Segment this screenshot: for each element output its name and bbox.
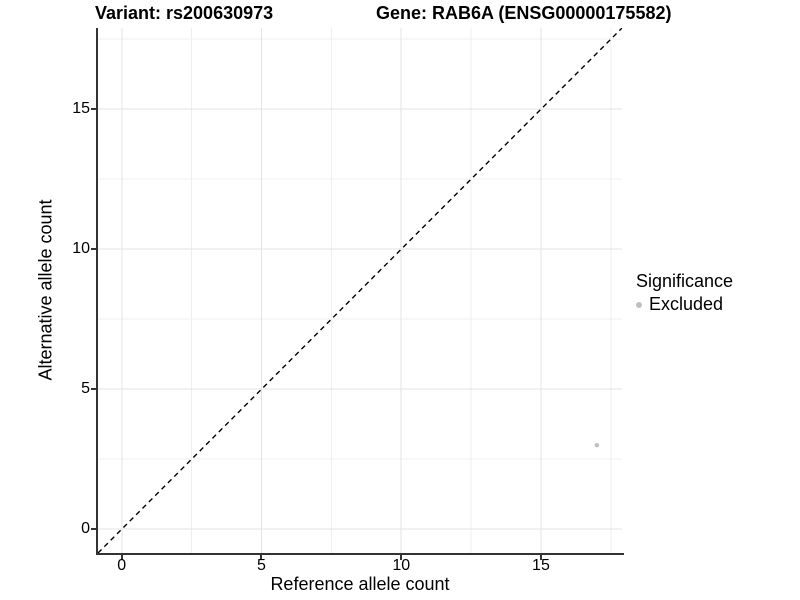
y-tick-label: 15	[72, 100, 90, 118]
x-tick-label: 10	[392, 557, 411, 574]
x-tick-mark	[539, 555, 542, 560]
plot-panel	[97, 27, 623, 554]
legend: Significance Excluded	[636, 271, 733, 315]
scatter-plot-canvas	[97, 27, 623, 554]
legend-item-label: Excluded	[649, 294, 724, 314]
x-axis-title: Reference allele count	[270, 574, 450, 594]
y-tick-mark	[91, 248, 96, 251]
x-axis-line	[96, 553, 624, 555]
y-axis-title: Alternative allele count	[35, 199, 56, 381]
legend-title: Significance	[636, 271, 734, 291]
x-tick-mark	[120, 555, 123, 560]
y-tick-mark	[91, 528, 96, 531]
y-tick-label: 10	[72, 240, 90, 258]
y-tick-mark	[91, 108, 96, 111]
variant-title: Variant: rs200630973	[95, 3, 274, 23]
x-tick-mark	[400, 555, 403, 560]
x-tick-label: 0	[117, 557, 127, 574]
data-point-excluded	[594, 443, 600, 448]
legend-item-excluded: Excluded	[636, 294, 733, 315]
y-axis-line	[96, 28, 98, 555]
y-tick-mark	[91, 388, 96, 391]
y-tick-label: 5	[81, 380, 90, 398]
gene-title: Gene: RAB6A (ENSG00000175582)	[376, 3, 672, 23]
legend-marker-dot	[636, 301, 642, 308]
x-tick-label: 15	[532, 557, 550, 574]
x-tick-label: 5	[257, 557, 266, 574]
y-tick-label: 0	[81, 520, 90, 538]
identity-dashed-line	[97, 27, 623, 554]
x-tick-mark	[260, 555, 263, 560]
